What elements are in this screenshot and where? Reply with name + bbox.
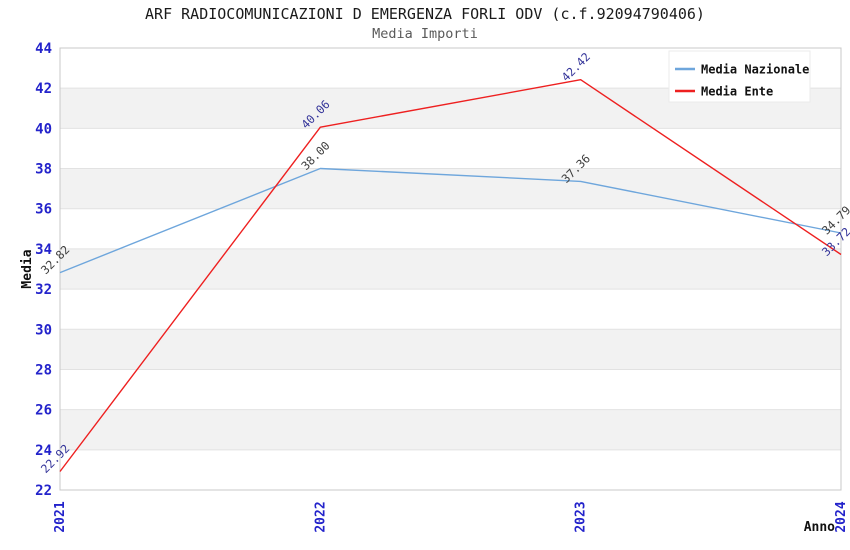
gridlines xyxy=(60,87,841,451)
x-tick-label: 2023 xyxy=(574,501,589,532)
y-axis-tick-labels: 22 24 26 28 30 32 34 36 38 40 42 44 xyxy=(35,41,52,499)
y-tick-label: 28 xyxy=(35,362,52,378)
plot-bands xyxy=(60,48,841,490)
y-tick-label: 38 xyxy=(35,162,52,178)
plot-band xyxy=(60,289,841,330)
y-tick-label: 40 xyxy=(35,121,52,137)
x-tick-label: 2021 xyxy=(53,501,68,532)
x-axis-title: Anno xyxy=(804,520,835,535)
chart-subtitle: Media Importi xyxy=(372,26,478,42)
legend-item-label: Media Nazionale xyxy=(701,63,809,77)
y-axis-title: Media xyxy=(20,249,35,288)
legend: Media Nazionale Media Ente xyxy=(668,50,811,103)
x-axis-tick-labels: 2021 2022 2023 2024 xyxy=(53,501,849,532)
y-tick-label: 36 xyxy=(35,202,52,218)
series-line xyxy=(59,78,842,472)
plot-band xyxy=(60,369,841,410)
plot-band xyxy=(60,329,841,370)
y-tick-label: 42 xyxy=(35,81,52,97)
chart-title: ARF RADIOCOMUNICAZIONI D EMERGENZA FORLI… xyxy=(145,5,705,23)
plot-band xyxy=(60,248,841,290)
x-tick-label: 2024 xyxy=(834,501,849,532)
plot-border xyxy=(59,47,842,491)
y-tick-label: 22 xyxy=(35,483,52,499)
series-line xyxy=(59,167,842,274)
plot-band xyxy=(60,449,841,490)
plot-band xyxy=(60,409,841,450)
y-tick-label: 34 xyxy=(35,242,52,258)
legend-item-label: Media Ente xyxy=(701,85,773,99)
plot-band xyxy=(60,208,841,249)
y-tick-label: 32 xyxy=(35,282,52,298)
plot-band xyxy=(60,128,841,169)
x-tick-label: 2022 xyxy=(313,501,328,532)
y-tick-label: 26 xyxy=(35,403,52,419)
y-tick-label: 30 xyxy=(35,322,52,338)
y-tick-label: 44 xyxy=(35,41,52,57)
y-tick-label: 24 xyxy=(35,443,52,459)
legend-box xyxy=(668,50,811,103)
